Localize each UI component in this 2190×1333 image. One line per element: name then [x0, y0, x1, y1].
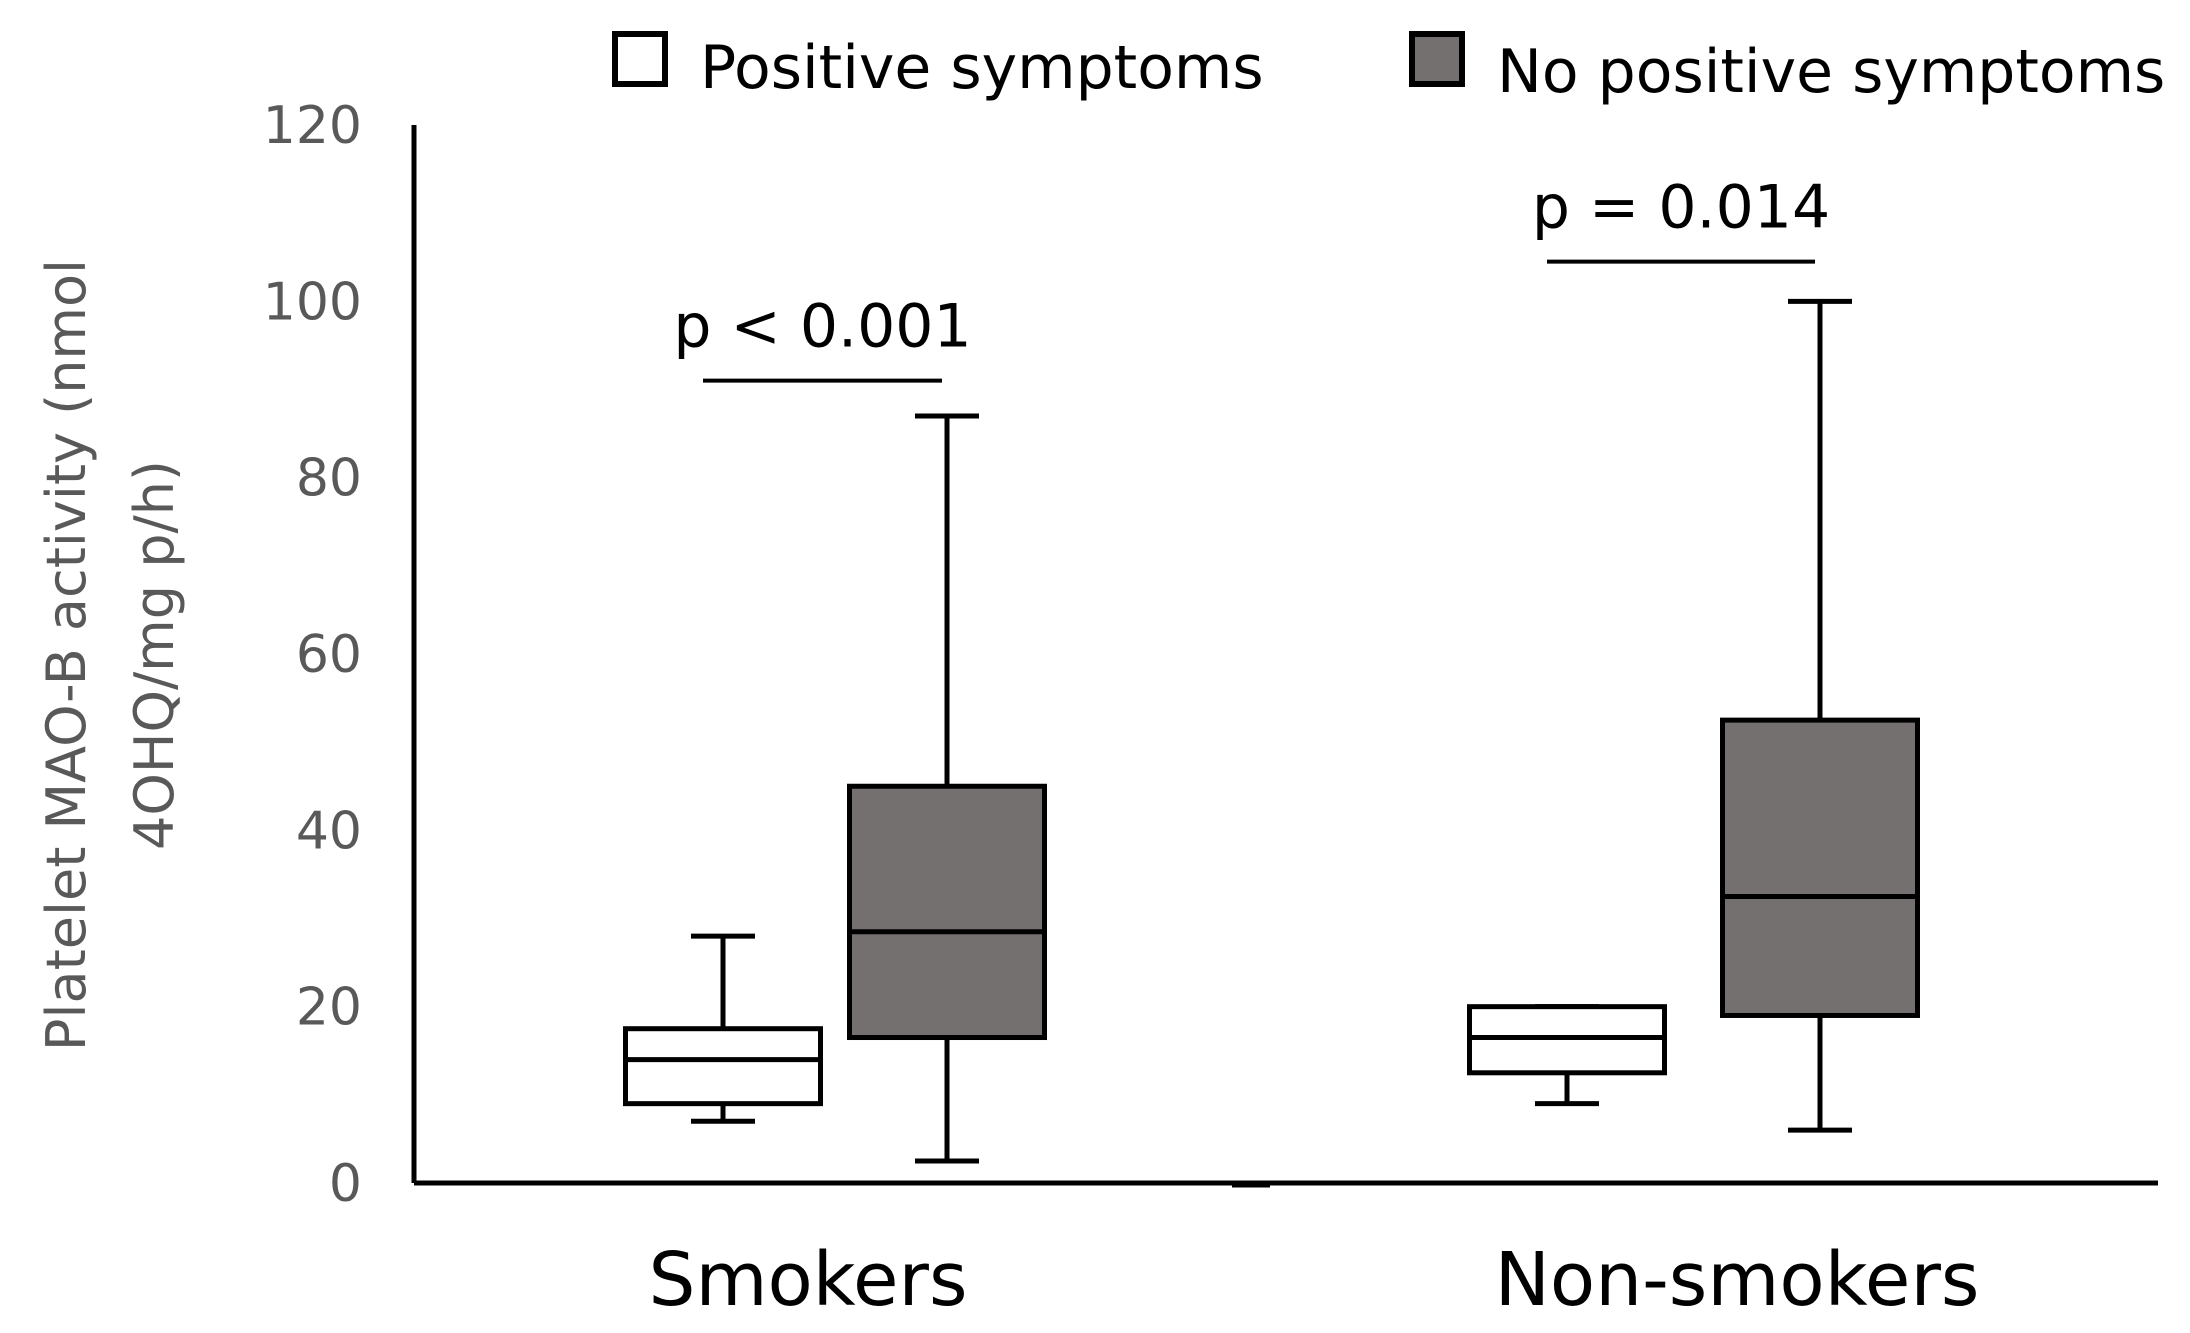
y-axis-title: Platelet MAO-B activity (nmol 4OHQ/mg p/…	[35, 259, 186, 1051]
y-tick-label-80: 80	[296, 449, 362, 509]
legend-label-no-positive-symptoms: No positive symptoms	[1497, 37, 2165, 107]
y-axis-ticks: 0 20 40 60 80 100 120	[263, 96, 362, 1214]
boxes-layer	[623, 298, 1920, 1164]
box-smokers-no-positive-symptoms	[847, 413, 1047, 1164]
y-axis-title-line-2: 4OHQ/mg p/h)	[123, 460, 186, 850]
box-non-smokers-positive-symptoms	[1467, 1004, 1667, 1107]
category-label-smokers: Smokers	[648, 1237, 967, 1323]
box-non-smokers-no-positive-symptoms-iqr-box	[1720, 717, 1920, 1018]
y-tick-label-60: 60	[296, 625, 362, 685]
legend-label-positive-symptoms: Positive symptoms	[700, 33, 1264, 103]
y-tick-label-120: 120	[263, 96, 362, 156]
y-tick-label-100: 100	[263, 272, 362, 332]
significance-smokers-label: p < 0.001	[673, 292, 971, 362]
y-tick-label-20: 20	[296, 978, 362, 1038]
category-label-non-smokers: Non-smokers	[1495, 1237, 1980, 1323]
legend-swatch-positive-symptoms	[612, 31, 668, 87]
box-non-smokers-no-positive-symptoms	[1720, 298, 1920, 1133]
box-smokers-positive-symptoms-iqr-box	[623, 1026, 823, 1107]
x-axis-category-labels: Smokers Non-smokers	[648, 1237, 1979, 1323]
y-tick-label-40: 40	[296, 801, 362, 861]
y-axis-title-line-1: Platelet MAO-B activity (nmol	[35, 259, 98, 1051]
significance-annotations: p < 0.001 p = 0.014	[673, 173, 1830, 383]
box-smokers-no-positive-symptoms-iqr-box	[847, 783, 1047, 1041]
y-tick-label-0: 0	[329, 1154, 362, 1214]
legend-swatch-no-positive-symptoms	[1409, 31, 1465, 87]
legend: Positive symptoms No positive symptoms	[612, 31, 2165, 107]
box-smokers-positive-symptoms	[623, 933, 823, 1124]
significance-non-smokers-label: p = 0.014	[1532, 173, 1830, 243]
